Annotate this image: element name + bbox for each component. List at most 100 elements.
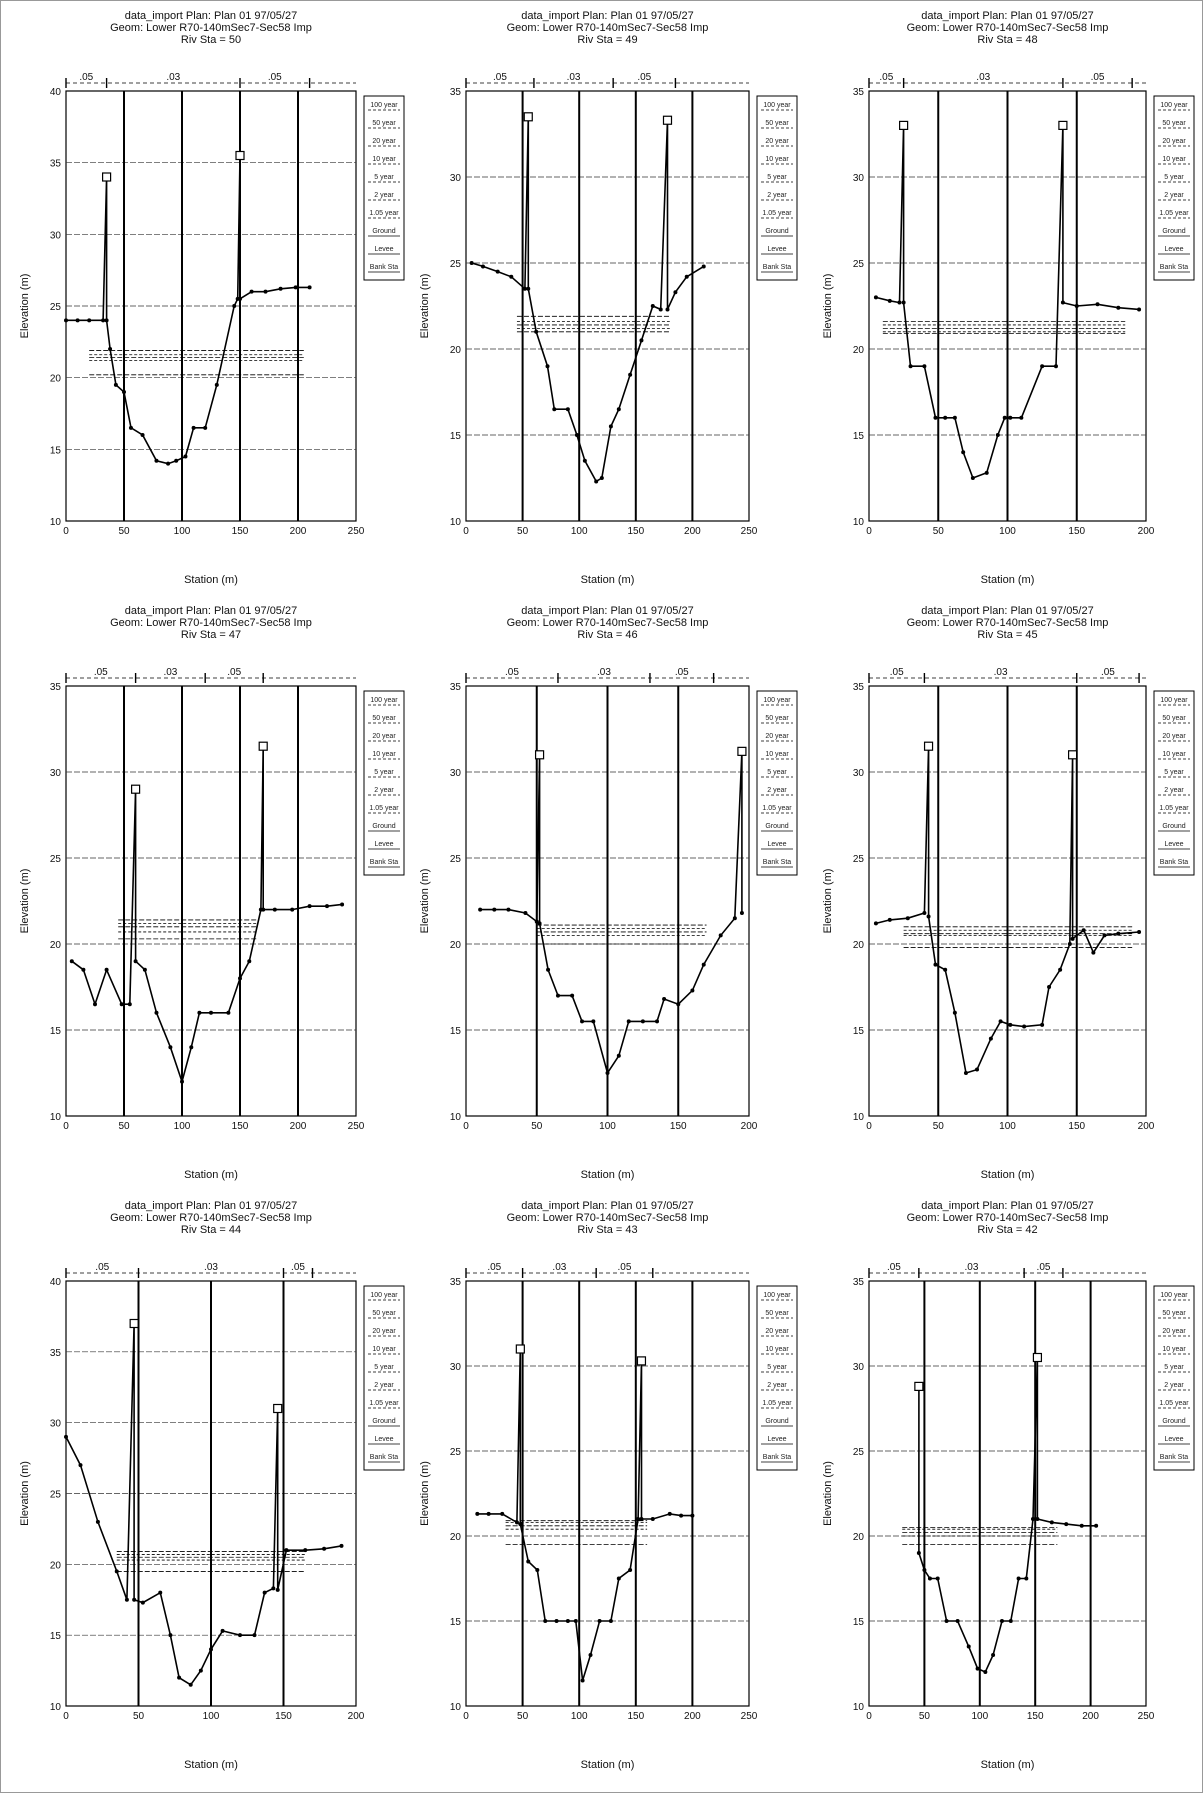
x-tick-label: 150 bbox=[232, 526, 249, 537]
x-axis-label: Station (m) bbox=[981, 1169, 1035, 1181]
mannings-n-label: .05 bbox=[675, 667, 689, 678]
chart-title-line: Geom: Lower R70-140mSec7-Sec58 Imp bbox=[907, 617, 1109, 629]
legend-label: 100 year bbox=[763, 697, 791, 704]
ground-point bbox=[905, 916, 910, 921]
ground-point bbox=[655, 1019, 660, 1024]
legend-label: 50 year bbox=[1162, 1310, 1186, 1317]
ground-point bbox=[732, 916, 737, 921]
ground-point bbox=[325, 904, 329, 909]
x-tick-label: 50 bbox=[933, 1121, 945, 1132]
ground-point bbox=[1008, 1619, 1013, 1623]
ground-point bbox=[238, 296, 242, 301]
ground-point bbox=[140, 1600, 145, 1605]
ground-point bbox=[667, 1511, 672, 1516]
y-tick-label: 20 bbox=[853, 1532, 865, 1543]
ground-point bbox=[475, 1511, 480, 1516]
ground-point bbox=[220, 1628, 225, 1633]
legend-label: Bank Sta bbox=[763, 1454, 792, 1461]
ground-point bbox=[177, 1675, 182, 1680]
x-tick-label: 50 bbox=[933, 526, 945, 537]
legend-label: 5 year bbox=[1164, 769, 1184, 776]
chart-title-line: data_import Plan: Plan 01 97/05/27 bbox=[125, 1200, 297, 1212]
legend-label: 20 year bbox=[1162, 138, 1186, 145]
mannings-n-label: .05 bbox=[1091, 72, 1105, 83]
ground-point bbox=[209, 1647, 213, 1652]
legend-label: Levee bbox=[767, 1436, 786, 1443]
x-tick-label: 200 bbox=[290, 526, 307, 537]
mannings-n-label: .03 bbox=[597, 667, 611, 678]
legend-box bbox=[363, 690, 405, 876]
legend-label: Ground bbox=[765, 1418, 788, 1425]
ground-point bbox=[591, 1019, 596, 1024]
legend-label: 5 year bbox=[767, 769, 787, 776]
x-tick-label: 200 bbox=[1138, 1121, 1155, 1132]
ground-point bbox=[608, 1619, 613, 1623]
legend-label: 5 year bbox=[767, 174, 787, 181]
ground-point bbox=[718, 933, 723, 938]
ground-point bbox=[975, 1666, 980, 1671]
ground-point bbox=[518, 1522, 523, 1527]
ground-point bbox=[1064, 1522, 1069, 1527]
x-tick-label: 150 bbox=[670, 1121, 687, 1132]
ground-point bbox=[580, 1019, 585, 1024]
levee-marker bbox=[523, 112, 533, 122]
mannings-n-label: .05 bbox=[79, 72, 93, 83]
ground-point bbox=[961, 450, 966, 455]
legend-label: 10 year bbox=[372, 751, 396, 758]
x-tick-label: 200 bbox=[348, 1711, 365, 1722]
ground-point bbox=[555, 993, 560, 998]
ground-point bbox=[1008, 415, 1013, 420]
legend-label: 50 year bbox=[765, 715, 789, 722]
ground-point bbox=[552, 407, 557, 412]
ground-point bbox=[191, 425, 196, 430]
legend-label: 50 year bbox=[372, 715, 396, 722]
y-tick-label: 20 bbox=[450, 940, 462, 951]
ground-point bbox=[189, 1045, 194, 1050]
ground-point bbox=[1019, 415, 1024, 420]
ground-point bbox=[154, 1010, 159, 1015]
legend-label: Levee bbox=[1164, 841, 1183, 848]
ground-point bbox=[133, 959, 138, 964]
mannings-n-label: .03 bbox=[567, 72, 581, 83]
ground-point bbox=[543, 1619, 548, 1623]
ground-point bbox=[927, 1576, 932, 1581]
ground-point bbox=[701, 264, 706, 269]
x-tick-label: 200 bbox=[684, 1711, 701, 1722]
ground-point bbox=[1047, 985, 1052, 989]
legend-label: 5 year bbox=[1164, 1364, 1184, 1371]
ground-point bbox=[650, 1517, 655, 1521]
ground-point bbox=[284, 1548, 289, 1553]
legend-label: Ground bbox=[1162, 823, 1185, 830]
y-tick-label: 15 bbox=[853, 431, 865, 442]
ground-point bbox=[514, 1520, 519, 1525]
x-tick-label: 250 bbox=[348, 526, 365, 537]
ground-point bbox=[78, 1463, 83, 1468]
x-tick-label: 0 bbox=[866, 1711, 872, 1722]
legend-label: Levee bbox=[767, 246, 786, 253]
legend-label: 1.05 year bbox=[762, 210, 792, 217]
ground-point bbox=[582, 458, 587, 463]
legend-label: Bank Sta bbox=[370, 264, 399, 271]
ground-profile bbox=[471, 116, 705, 483]
ground-point bbox=[261, 907, 266, 912]
y-tick-label: 25 bbox=[853, 854, 865, 865]
legend-label: 5 year bbox=[374, 769, 394, 776]
ground-point bbox=[198, 1668, 203, 1673]
x-tick-label: 150 bbox=[627, 1711, 644, 1722]
ground-point bbox=[1095, 302, 1100, 307]
ground-point bbox=[81, 967, 86, 972]
legend-label: Levee bbox=[767, 841, 786, 848]
ground-point bbox=[307, 904, 312, 909]
mannings-n-label: .05 bbox=[227, 667, 241, 678]
ground-point bbox=[952, 1010, 957, 1015]
ground-point bbox=[104, 318, 109, 323]
legend-label: 2 year bbox=[1164, 787, 1184, 794]
legend-label: Bank Sta bbox=[370, 859, 399, 866]
legend-box bbox=[363, 1285, 405, 1471]
ground-point bbox=[658, 307, 663, 312]
y-tick-label: 15 bbox=[450, 1026, 462, 1037]
ground-point bbox=[599, 476, 604, 480]
chart-title-line: Riv Sta = 42 bbox=[977, 1224, 1037, 1236]
legend-label: Bank Sta bbox=[1160, 859, 1189, 866]
y-tick-label: 20 bbox=[50, 374, 62, 385]
